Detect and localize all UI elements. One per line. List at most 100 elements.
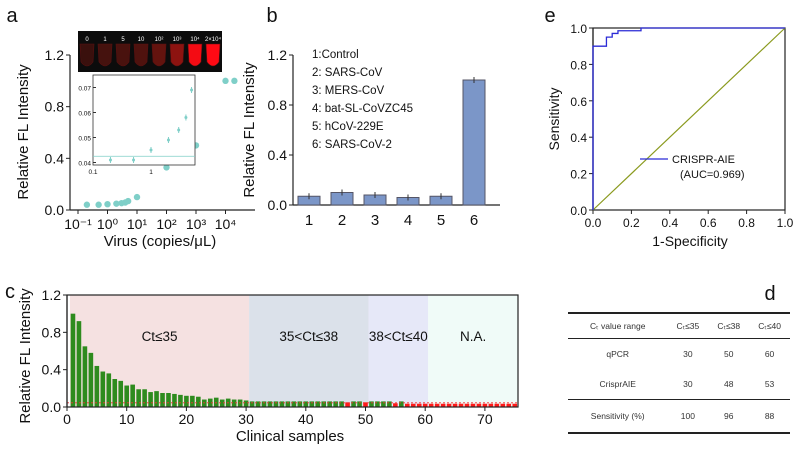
panel-label-b: b — [266, 5, 277, 27]
b-y-tick-label: 0.0 — [268, 197, 288, 213]
a-inset-data-point — [166, 138, 170, 142]
c-bar — [315, 401, 321, 407]
c-bar — [488, 403, 494, 407]
a-inset-data-point — [184, 116, 188, 119]
table-row: CrisprAIE 30 48 53 — [568, 369, 790, 400]
a-inset-x-tick-label: 0.1 — [88, 169, 97, 176]
a-tube-label: 0 — [85, 37, 89, 43]
e-y-tick-label: 0.0 — [570, 204, 587, 218]
table-header: Cₜ≤40 — [749, 312, 790, 339]
c-bar — [130, 384, 135, 407]
e-x-label: 1-Specificity — [652, 233, 727, 249]
a-data-point — [113, 200, 120, 207]
c-bar — [345, 402, 350, 407]
c-x-label: Clinical samples — [236, 428, 344, 445]
table-header: Cₜ≤35 — [667, 312, 709, 339]
c-x-tick-label: 20 — [179, 411, 195, 427]
a-inset-y-tick-label: 0.05 — [78, 136, 91, 143]
c-bar — [440, 403, 446, 407]
c-bar — [160, 393, 165, 407]
c-region — [428, 295, 518, 407]
c-bar — [255, 401, 261, 407]
a-y-tick-label: 1.2 — [45, 47, 65, 63]
c-bar — [327, 401, 332, 407]
panel-label-c: c — [5, 281, 15, 303]
c-bar — [243, 400, 249, 407]
a-data-point — [163, 164, 170, 171]
table-cell: 30 — [683, 379, 693, 389]
a-inset-x-tick-label: 1 — [149, 169, 153, 176]
c-y-tick-label: 0.8 — [42, 324, 62, 340]
c-bar — [213, 397, 219, 407]
c-bar — [273, 401, 279, 407]
c-bar — [106, 373, 112, 407]
e-x-tick-label: 0.6 — [700, 216, 717, 230]
panel-label-d: d — [764, 283, 775, 305]
a-y-tick-label: 0.0 — [45, 202, 65, 218]
c-bar — [339, 401, 344, 407]
c-bar — [446, 403, 452, 407]
a-tube — [115, 43, 131, 67]
b-y-label: Relative FL Intensity — [241, 62, 258, 198]
a-inset-y-tick-label: 0.06 — [78, 111, 91, 118]
c-bar — [494, 403, 500, 407]
c-bar — [416, 403, 422, 407]
c-bar — [94, 365, 100, 407]
b-y-tick-label: 0.8 — [268, 97, 288, 113]
c-x-tick-label: 10 — [119, 411, 135, 427]
c-region-label: 35<Ct≤38 — [279, 329, 338, 344]
c-bar — [136, 389, 141, 407]
c-region-label: N.A. — [460, 329, 486, 344]
b-x-tick-label: 3 — [371, 212, 379, 229]
table-cell: 30 — [683, 349, 693, 359]
c-bar — [381, 401, 386, 407]
c-bar — [237, 399, 243, 407]
c-y-tick-label: 1.2 — [42, 287, 62, 303]
c-bar — [464, 403, 470, 407]
e-diagonal-line — [592, 27, 786, 211]
a-x-tick-label: 10⁰ — [97, 216, 119, 232]
a-x-tick-label: 10⁻¹ — [64, 216, 92, 232]
b-x-tick-label: 5 — [437, 212, 445, 229]
c-bar — [434, 403, 440, 407]
b-x-tick-label: 4 — [404, 212, 412, 229]
e-x-tick-label: 0.2 — [623, 216, 640, 230]
c-bar — [399, 401, 404, 407]
c-bar — [458, 403, 464, 407]
a-y-tick-label: 0.4 — [45, 150, 65, 166]
a-data-point — [83, 201, 91, 208]
c-bar — [512, 403, 518, 407]
c-bar — [219, 399, 225, 407]
e-roc-curve — [592, 27, 785, 210]
panel-label-a: a — [6, 5, 18, 27]
c-bar — [333, 401, 338, 407]
c-bar — [231, 399, 237, 407]
c-bar — [112, 379, 118, 407]
table-header-row: Cₜ value range Cₜ≤35 Cₜ≤38 Cₜ≤40 — [568, 312, 790, 339]
a-tube — [187, 43, 203, 67]
c-bar — [369, 401, 374, 407]
c-bar — [249, 401, 255, 407]
e-y-tick-label: 0.6 — [570, 95, 587, 109]
c-bar — [393, 403, 398, 407]
c-bar — [482, 403, 488, 407]
a-inset-data-point — [190, 88, 194, 92]
a-data-point — [104, 200, 111, 208]
a-inset-y-tick-label: 0.04 — [78, 161, 91, 168]
b-legend-item: 5: hCoV-229E — [312, 121, 384, 133]
c-bar — [357, 401, 362, 407]
panel-label-e: e — [544, 5, 555, 27]
a-data-point — [133, 193, 141, 201]
c-bar — [100, 371, 106, 407]
table-cell: CrisprAIE — [599, 379, 636, 389]
c-y-tick-label: 0.0 — [42, 399, 62, 415]
b-y-tick-label: 1.2 — [268, 47, 288, 63]
c-bar — [190, 395, 195, 407]
c-bar — [118, 380, 124, 407]
table-row: Sensitivity (%) 100 96 88 — [568, 399, 790, 434]
a-inset-data-point — [149, 148, 153, 152]
a-tube — [133, 43, 149, 67]
c-bar — [142, 389, 147, 407]
a-data-point — [231, 77, 238, 85]
